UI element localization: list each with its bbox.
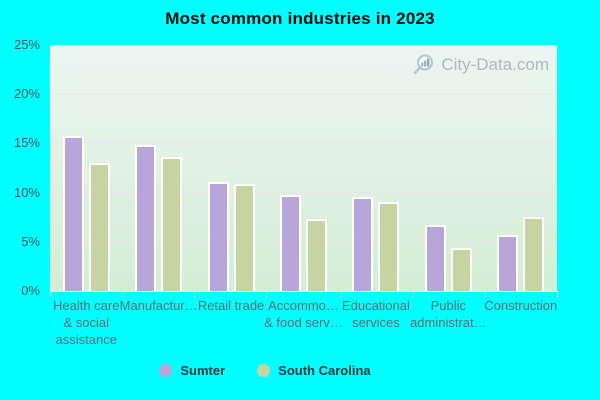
watermark-text: City-Data.com [441,55,549,74]
x-axis-label-accommo-food-serv: Accommo… & food serv… [264,298,343,330]
legend-item-south-carolina: South Carolina [257,363,371,378]
bar-south-carolina-manufactur [161,157,183,291]
bar-sumter-public-administrat [424,225,446,291]
bar-group-retail-trade [195,181,267,291]
bar-group-educational-services [340,196,412,291]
x-axis-tick-0 [50,291,51,297]
gridline-20 [50,93,557,95]
watermark: City-Data.com [412,53,549,77]
legend-item-sumter: Sumter [159,363,225,378]
y-axis-label-5: 5% [21,233,40,249]
bar-south-carolina-health-care-social-assistance [88,163,110,291]
bar-group-health-care-social-assistance [50,136,122,291]
gridline-5 [50,240,557,242]
bar-group-construction [485,217,557,291]
bar-sumter-accommo-food-serv [279,194,301,291]
city-data-logo-icon [414,54,434,75]
x-axis-label-public-administrat: Public administrat… [410,298,487,330]
bar-south-carolina-construction [523,217,545,291]
y-axis-label-25: 25% [13,37,40,52]
bar-south-carolina-retail-trade [233,183,255,291]
bar-sumter-retail-trade [207,181,229,291]
gridline-10 [50,191,557,193]
x-axis-label-health-care-social-assistance: Health care & social assistance [52,298,120,347]
legend: Sumter South Carolina [0,363,530,378]
bar-group-public-administrat [412,225,484,291]
x-axis-tick-3 [267,291,269,297]
x-axis-label-manufactur: Manufactur… [119,298,198,313]
x-axis-label-educational-services: Educational services [341,298,410,330]
x-axis-label-retail-trade: Retail trade [197,298,265,313]
y-axis-label-15: 15% [13,135,40,151]
bar-south-carolina-educational-services [378,202,400,291]
bar-group-manufactur [122,145,194,291]
bar-south-carolina-public-administrat [450,247,472,291]
x-axis-label-construction: Construction [484,298,558,313]
plot-area: City-Data.com [50,45,557,292]
legend-label-south-carolina: South Carolina [278,363,371,378]
bar-south-carolina-accommo-food-serv [305,219,327,291]
bar-sumter-construction [497,234,519,291]
legend-marker-south-carolina [257,364,271,377]
x-axis-tick-6 [484,291,486,297]
bar-sumter-health-care-social-assistance [62,136,84,291]
chart-title: Most common industries in 2023 [165,9,435,28]
bar-sumter-educational-services [352,196,374,291]
x-axis-tick-2 [194,291,196,297]
y-axis-label-20: 20% [13,86,40,102]
legend-marker-sumter [159,364,173,377]
y-axis-label-0: 0% [21,283,40,298]
legend-label-sumter: Sumter [180,363,226,378]
bar-group-accommo-food-serv [267,194,339,291]
gridline-15 [50,142,557,144]
bar-sumter-manufactur [135,145,157,291]
x-axis-tick-4 [339,291,341,297]
x-axis-tick-7 [557,291,558,297]
x-axis-tick-5 [412,291,414,297]
y-axis-label-10: 10% [13,184,40,200]
x-axis-tick-1 [122,291,124,297]
